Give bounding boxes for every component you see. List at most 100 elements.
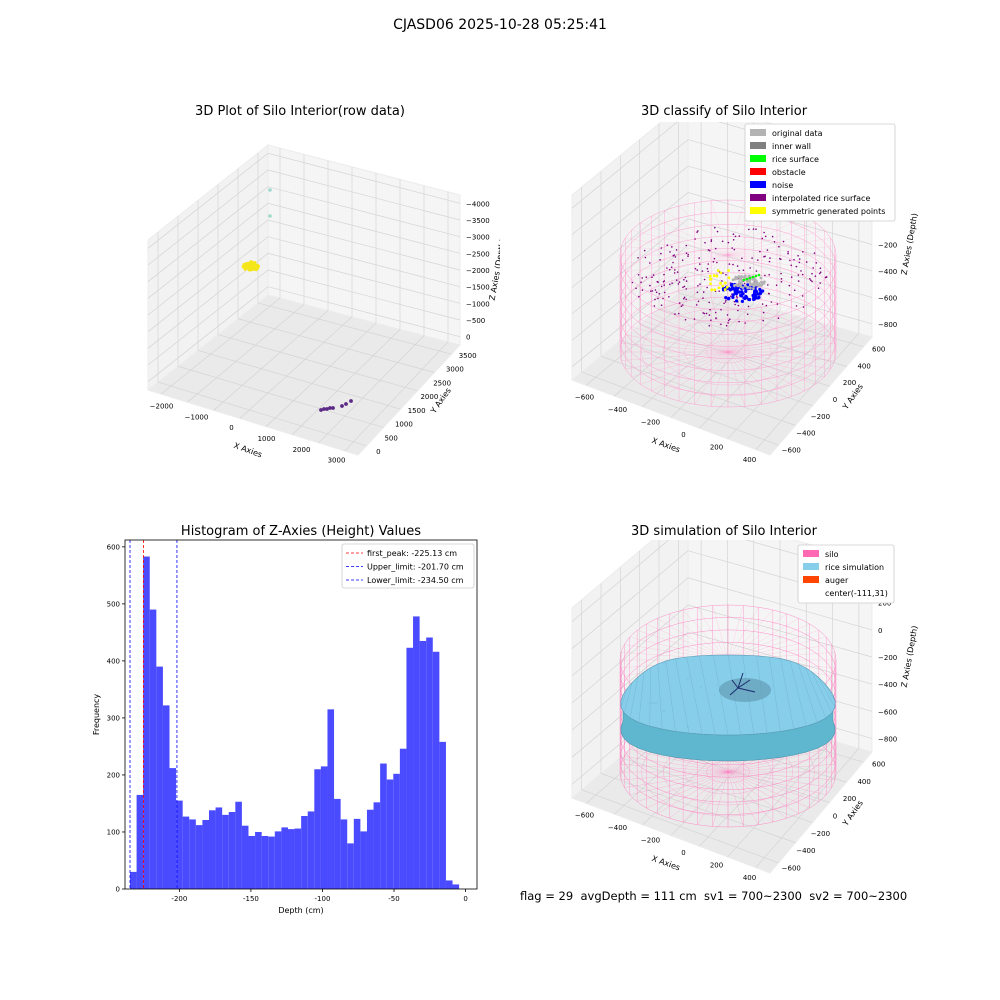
interpolated-point [716, 230, 719, 233]
histogram-bar [373, 802, 381, 889]
interpolated-point [683, 285, 686, 288]
interpolated-point [641, 277, 643, 279]
histogram-bar [452, 884, 460, 889]
interpolated-point [696, 291, 699, 294]
auger-line [731, 679, 739, 689]
interpolated-point [733, 300, 736, 303]
symmetric-point [717, 286, 721, 290]
interpolated-point [657, 297, 659, 300]
y-gridline [755, 333, 860, 450]
histogram-bar [419, 640, 427, 889]
rice-surface-point [748, 276, 752, 280]
interpolated-point [725, 299, 727, 301]
interpolated-point [697, 230, 699, 232]
interpolated-point [640, 281, 642, 283]
histogram-bar [222, 814, 229, 889]
x-tick-label: 0 [229, 424, 233, 432]
original-point [745, 279, 749, 283]
silo-top-spoke [727, 215, 805, 256]
rice-sim-mesh [823, 682, 836, 702]
y-gridline [727, 325, 833, 440]
silo-floor-spoke [629, 748, 729, 773]
interpolated-point [635, 287, 637, 290]
interpolated-point [825, 276, 828, 278]
interpolated-point [713, 257, 716, 260]
interpolated-point [683, 296, 686, 299]
interpolated-point [738, 235, 741, 237]
interpolated-point [769, 257, 771, 259]
legend-label-2: auger [825, 576, 849, 585]
y-tick-label: −200 [811, 413, 830, 421]
y-gridline [292, 329, 401, 435]
rice-surface-point [751, 275, 755, 279]
interpolated-point [761, 303, 764, 305]
silo-floor-spoke [727, 756, 832, 773]
interpolated-point [672, 261, 674, 264]
legend-box [744, 123, 896, 222]
interpolated-point [802, 251, 804, 253]
x-tick-label: -50 [388, 895, 399, 903]
histogram-bar [380, 763, 387, 889]
original-point [734, 275, 738, 279]
silo-floor-ring [706, 340, 750, 364]
interpolated-point [685, 298, 687, 301]
interpolated-point [683, 297, 685, 300]
y-gridline [187, 304, 305, 403]
y-gridline [160, 297, 281, 395]
z-tick-label: −800 [878, 321, 897, 329]
y-tick-label: 1500 [408, 407, 426, 415]
interpolated-point [734, 235, 737, 238]
interpolated-point [797, 274, 800, 276]
interpolated-point [696, 269, 699, 271]
symmetric-point [727, 276, 731, 280]
interpolated-point [660, 252, 662, 255]
legend-box [341, 543, 475, 589]
silo-top-spoke [657, 618, 729, 661]
y-tick-label: −200 [811, 830, 830, 838]
interpolated-point [669, 251, 671, 253]
silo-top-spoke [621, 246, 729, 256]
noise-point [737, 290, 741, 294]
noise-point [757, 295, 761, 299]
panel2-3d-classify: −600 −400 −200 0 200 400 −600 −400 −200 0 200 400 60… [571, 122, 919, 464]
silo-floor-spoke [710, 351, 729, 407]
rice-surface-point [742, 278, 746, 282]
interpolated-point [704, 241, 706, 244]
symmetric-point [715, 274, 719, 278]
histogram-bar [162, 705, 170, 889]
interpolated-point [678, 302, 681, 304]
interpolated-point [798, 261, 801, 264]
silo-floor-spoke [669, 771, 729, 819]
interpolated-point [722, 272, 724, 274]
original-point [751, 287, 755, 290]
interpolated-point [778, 245, 780, 248]
plot-frame [124, 539, 478, 890]
x-gridline [177, 365, 384, 428]
interpolated-point [720, 323, 722, 326]
histogram-bar [241, 825, 249, 889]
interpolated-point [651, 290, 654, 292]
histogram-bar [307, 811, 315, 889]
interpolated-point [787, 252, 789, 255]
x-axis-label: X Axies [232, 441, 263, 460]
x-tick-label: 0 [463, 895, 467, 903]
interpolated-point [775, 284, 778, 286]
original-point [762, 281, 766, 285]
panel1-title: 3D Plot of Silo Interior(row data) [195, 104, 405, 119]
z-gridline [571, 577, 873, 677]
interpolated-point [682, 286, 684, 289]
interpolated-point [749, 267, 751, 269]
silo-floor-ring [684, 329, 772, 375]
auger-line [737, 679, 751, 689]
interpolated-point [733, 248, 736, 251]
interpolated-point [655, 291, 658, 294]
original-point [743, 274, 747, 278]
histogram-bar [136, 794, 144, 889]
silo-top-spoke [727, 613, 787, 661]
rice-surface-point [754, 274, 758, 278]
x-axis-label: Depth (cm) [278, 906, 323, 915]
silo-top-spoke [727, 200, 746, 256]
symmetric-point [713, 288, 717, 292]
interpolated-point [707, 249, 710, 251]
interpolated-point [780, 272, 782, 275]
